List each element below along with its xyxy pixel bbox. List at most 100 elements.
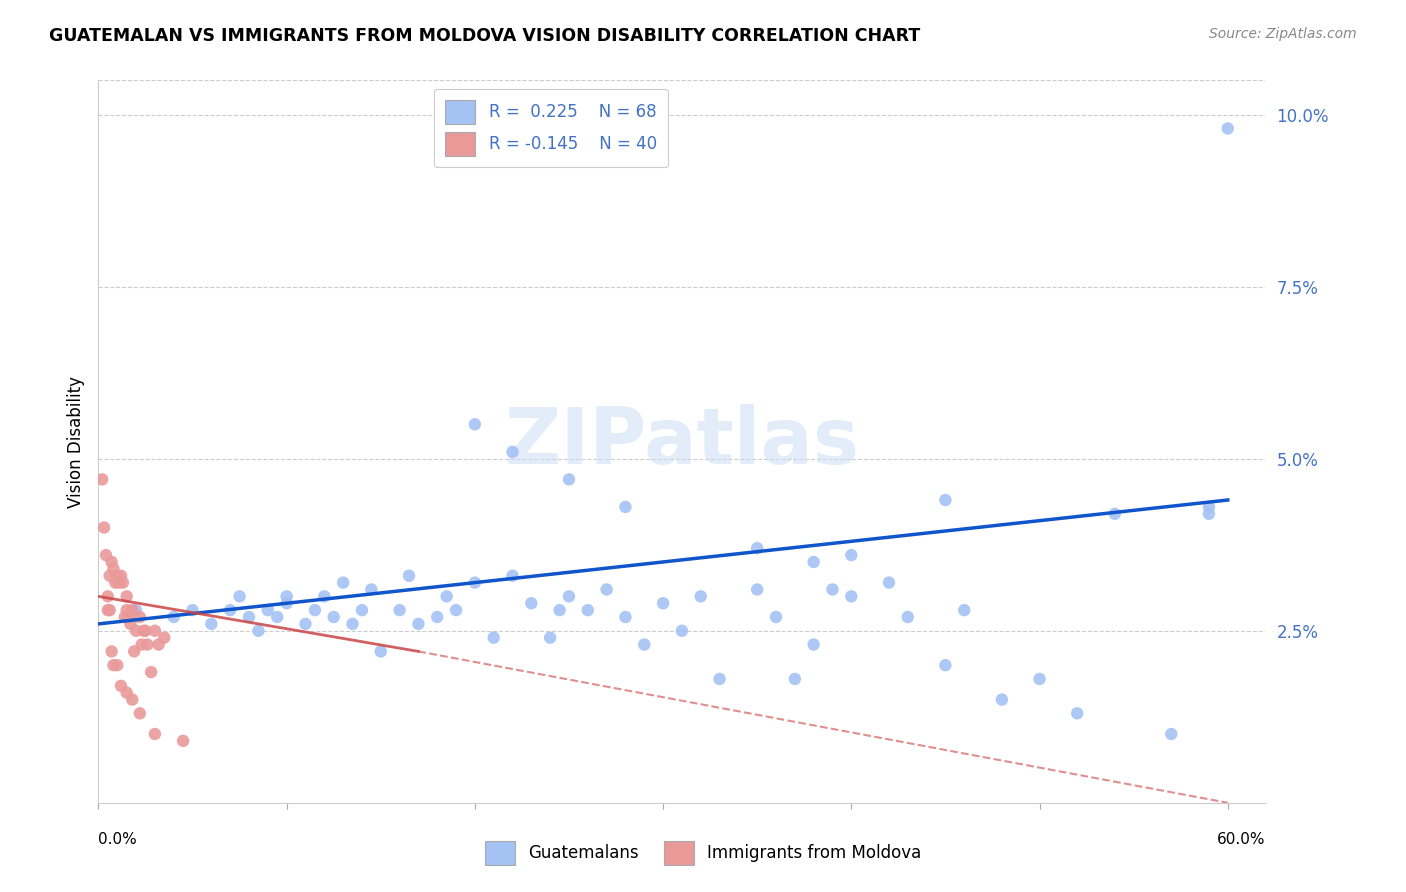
Point (97, 603, 120, 617)
Point (143, 727, 166, 741)
Point (482, 631, 505, 645)
Point (125, 603, 148, 617)
Point (614, 500, 637, 514)
Point (633, 638, 655, 652)
Point (548, 603, 571, 617)
Point (1028, 672, 1050, 686)
Point (93, 520, 115, 534)
Point (153, 631, 176, 645)
Point (1066, 706, 1088, 721)
Point (134, 624, 156, 638)
Point (143, 624, 166, 638)
Point (228, 590, 250, 604)
Point (388, 603, 411, 617)
Point (839, 590, 862, 604)
Point (94, 548, 117, 562)
Point (247, 624, 270, 638)
Point (97, 590, 120, 604)
Point (111, 575, 134, 590)
Text: 60.0%: 60.0% (1218, 831, 1265, 847)
Point (125, 624, 148, 638)
Y-axis label: Vision Disability: Vision Disability (66, 376, 84, 508)
Point (115, 686, 138, 700)
Point (219, 603, 242, 617)
Point (502, 445, 524, 459)
Point (98, 603, 121, 617)
Point (1160, 727, 1182, 741)
Point (120, 616, 142, 631)
Point (276, 590, 298, 604)
Point (110, 568, 132, 582)
Point (671, 624, 693, 638)
Point (103, 658, 125, 673)
Point (104, 575, 127, 590)
Point (108, 575, 131, 590)
Point (408, 616, 430, 631)
Point (121, 692, 143, 706)
Text: 0.0%: 0.0% (98, 831, 138, 847)
Point (1104, 507, 1126, 521)
Point (839, 548, 862, 562)
Point (121, 603, 143, 617)
Point (444, 603, 467, 617)
Point (426, 610, 449, 624)
Point (877, 575, 900, 590)
Point (360, 582, 382, 597)
Point (117, 610, 139, 624)
Point (105, 568, 128, 582)
Point (304, 603, 326, 617)
Point (803, 638, 825, 652)
Point (991, 692, 1014, 706)
Point (436, 590, 458, 604)
Legend: R =  0.225    N = 68, R = -0.145    N = 40: R = 0.225 N = 68, R = -0.145 N = 40 (433, 88, 668, 168)
Point (1198, 507, 1220, 521)
Point (1216, 121, 1239, 136)
Point (953, 603, 976, 617)
Point (256, 603, 278, 617)
Point (100, 555, 122, 569)
Point (163, 610, 186, 624)
Point (332, 575, 354, 590)
Point (148, 638, 170, 652)
Point (652, 596, 675, 610)
Text: ZIPatlas: ZIPatlas (505, 403, 859, 480)
Point (803, 555, 825, 569)
Point (322, 610, 344, 624)
Point (464, 575, 486, 590)
Point (139, 665, 162, 679)
Point (558, 590, 581, 604)
Point (294, 616, 316, 631)
Point (136, 638, 159, 652)
Point (276, 596, 298, 610)
Point (128, 706, 150, 721)
Point (821, 582, 844, 597)
Point (614, 610, 637, 624)
Point (131, 638, 153, 652)
Point (181, 603, 204, 617)
Text: Source: ZipAtlas.com: Source: ZipAtlas.com (1209, 27, 1357, 41)
Point (128, 610, 150, 624)
Point (709, 672, 731, 686)
Point (934, 493, 956, 508)
Point (342, 616, 364, 631)
Legend: Guatemalans, Immigrants from Moldova: Guatemalans, Immigrants from Moldova (475, 831, 931, 875)
Point (238, 610, 260, 624)
Point (520, 596, 543, 610)
Point (98, 568, 121, 582)
Point (502, 568, 524, 582)
Point (595, 582, 617, 597)
Point (464, 417, 486, 432)
Point (576, 603, 599, 617)
Point (370, 644, 392, 658)
Point (91, 472, 114, 486)
Point (266, 610, 288, 624)
Point (783, 672, 806, 686)
Point (110, 679, 132, 693)
Point (1198, 500, 1220, 514)
Point (934, 658, 956, 673)
Point (314, 590, 336, 604)
Point (689, 590, 711, 604)
Point (103, 562, 125, 576)
Point (172, 734, 194, 748)
Point (132, 624, 155, 638)
